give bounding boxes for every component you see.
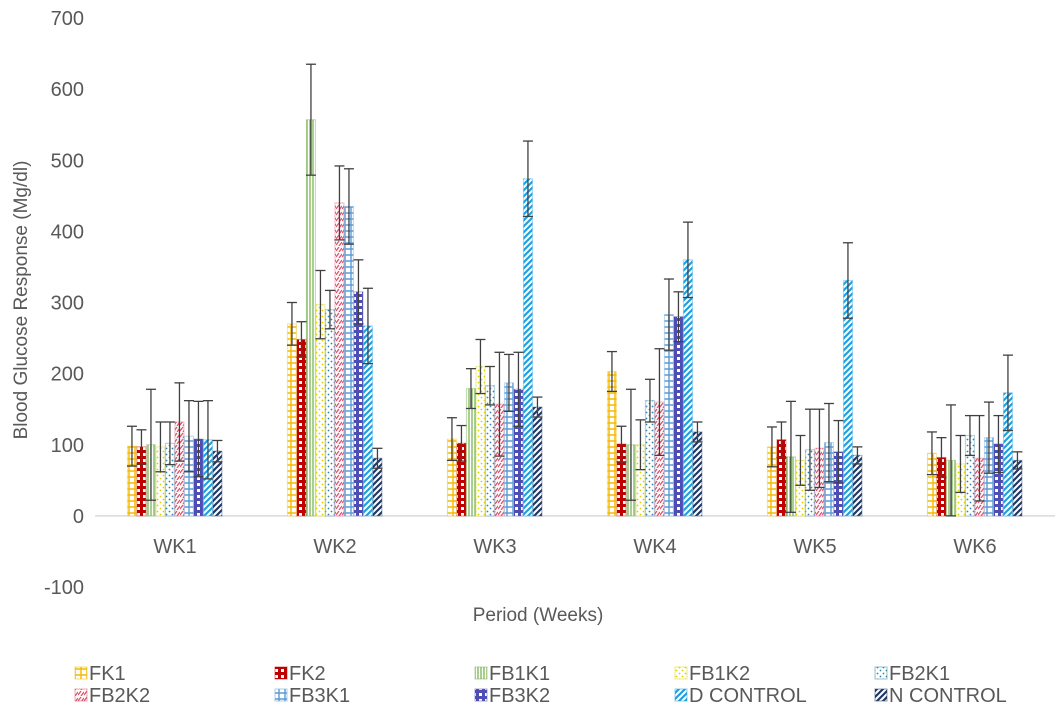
legend-label: FB1K1: [489, 663, 550, 685]
legend-swatch: [674, 688, 688, 702]
y-axis-title: Blood Glucose Response (Mg/dl): [11, 161, 32, 440]
bars-group: [126, 119, 1023, 517]
legend-label: FB3K1: [289, 685, 350, 707]
legend-swatch: [474, 688, 488, 702]
legend-swatch: [274, 666, 288, 680]
legend: FK1 FK2 FB1K1 FB1K2 FB2K1 FB2K2 FB3K1 FB3K2 D CO…: [74, 663, 1007, 707]
y-tick-label: 700: [51, 8, 84, 30]
legend-swatch: [674, 666, 688, 680]
y-tick-label: 500: [51, 150, 84, 172]
x-tick-label: WK2: [313, 536, 356, 558]
legend-swatch: [274, 688, 288, 702]
y-tick-label: 0: [73, 506, 84, 528]
bar: [682, 259, 693, 517]
bar: [532, 406, 543, 517]
bar: [286, 323, 297, 517]
bar: [343, 205, 354, 517]
legend-label: FB1K2: [689, 663, 750, 685]
bar: [522, 178, 533, 517]
legend-label: FK1: [89, 663, 126, 685]
error-bars-group: [126, 63, 1023, 517]
x-tick-label: WK1: [153, 536, 196, 558]
bar: [296, 338, 307, 517]
x-axis-title: Period (Weeks): [473, 605, 604, 626]
legend-label: FK2: [289, 663, 326, 685]
bar: [692, 431, 703, 517]
bar: [334, 202, 345, 517]
x-axis-ticks: WK1 WK2 WK3 WK4 WK5 WK6: [153, 536, 996, 558]
y-tick-label: 200: [51, 364, 84, 386]
x-tick-label: WK6: [953, 536, 996, 558]
y-tick-label: -100: [44, 577, 84, 599]
x-tick-label: WK5: [793, 536, 836, 558]
legend-label: FB2K2: [89, 685, 150, 707]
y-tick-label: 300: [51, 293, 84, 315]
legend-swatch: [874, 688, 888, 702]
bar: [606, 370, 617, 517]
bar: [324, 309, 335, 517]
legend-swatch: [74, 688, 88, 702]
x-tick-label: WK4: [633, 536, 676, 558]
legend-label: FB2K1: [889, 663, 950, 685]
bar: [353, 291, 364, 517]
bar: [673, 316, 684, 517]
y-axis-ticks: -100 0 100 200 300 400 500 600 700: [44, 8, 84, 599]
legend-swatch: [474, 666, 488, 680]
legend-label: D CONTROL: [689, 685, 807, 707]
legend-label: FB3K2: [489, 685, 550, 707]
legend-label: N CONTROL: [889, 685, 1007, 707]
y-tick-label: 100: [51, 435, 84, 457]
legend-swatch: [874, 666, 888, 680]
y-tick-label: 400: [51, 221, 84, 243]
y-tick-label: 600: [51, 79, 84, 101]
x-tick-label: WK3: [473, 536, 516, 558]
bar: [305, 119, 316, 517]
legend-swatch: [74, 666, 88, 680]
